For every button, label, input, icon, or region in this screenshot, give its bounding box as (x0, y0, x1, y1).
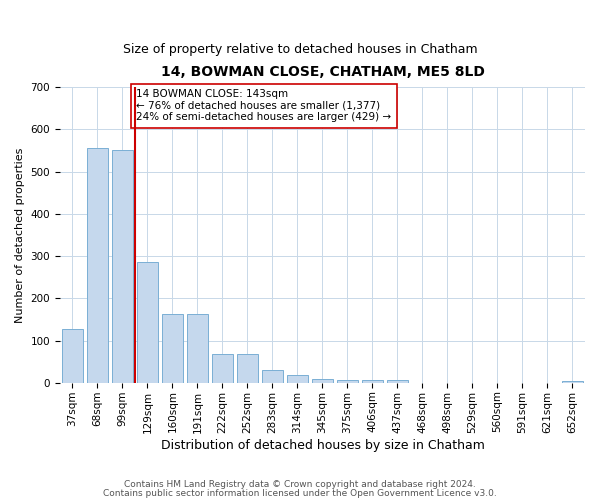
Bar (237, 354, 258, 383)
Title: 14, BOWMAN CLOSE, CHATHAM, ME5 8LD: 14, BOWMAN CLOSE, CHATHAM, ME5 8LD (161, 65, 484, 79)
Bar (187, 314, 208, 383)
Text: Contains HM Land Registry data © Crown copyright and database right 2024.: Contains HM Land Registry data © Crown c… (124, 480, 476, 489)
Bar (262, 370, 283, 383)
Bar (337, 380, 358, 383)
Bar (362, 380, 383, 383)
Text: Contains public sector information licensed under the Open Government Licence v3: Contains public sector information licen… (103, 488, 497, 498)
Bar (87, 148, 108, 383)
Bar (112, 150, 133, 383)
X-axis label: Distribution of detached houses by size in Chatham: Distribution of detached houses by size … (161, 440, 484, 452)
Text: 14 BOWMAN CLOSE: 143sqm
← 76% of detached houses are smaller (1,377)
24% of semi: 14 BOWMAN CLOSE: 143sqm ← 76% of detache… (136, 89, 391, 122)
Bar (162, 314, 183, 383)
Bar (137, 262, 158, 383)
Y-axis label: Number of detached properties: Number of detached properties (15, 148, 25, 322)
Text: Size of property relative to detached houses in Chatham: Size of property relative to detached ho… (122, 42, 478, 56)
Bar (287, 375, 308, 383)
Bar (212, 354, 233, 383)
Bar (62, 329, 83, 383)
Bar (562, 380, 583, 383)
Bar (312, 378, 333, 383)
Bar (387, 380, 408, 383)
